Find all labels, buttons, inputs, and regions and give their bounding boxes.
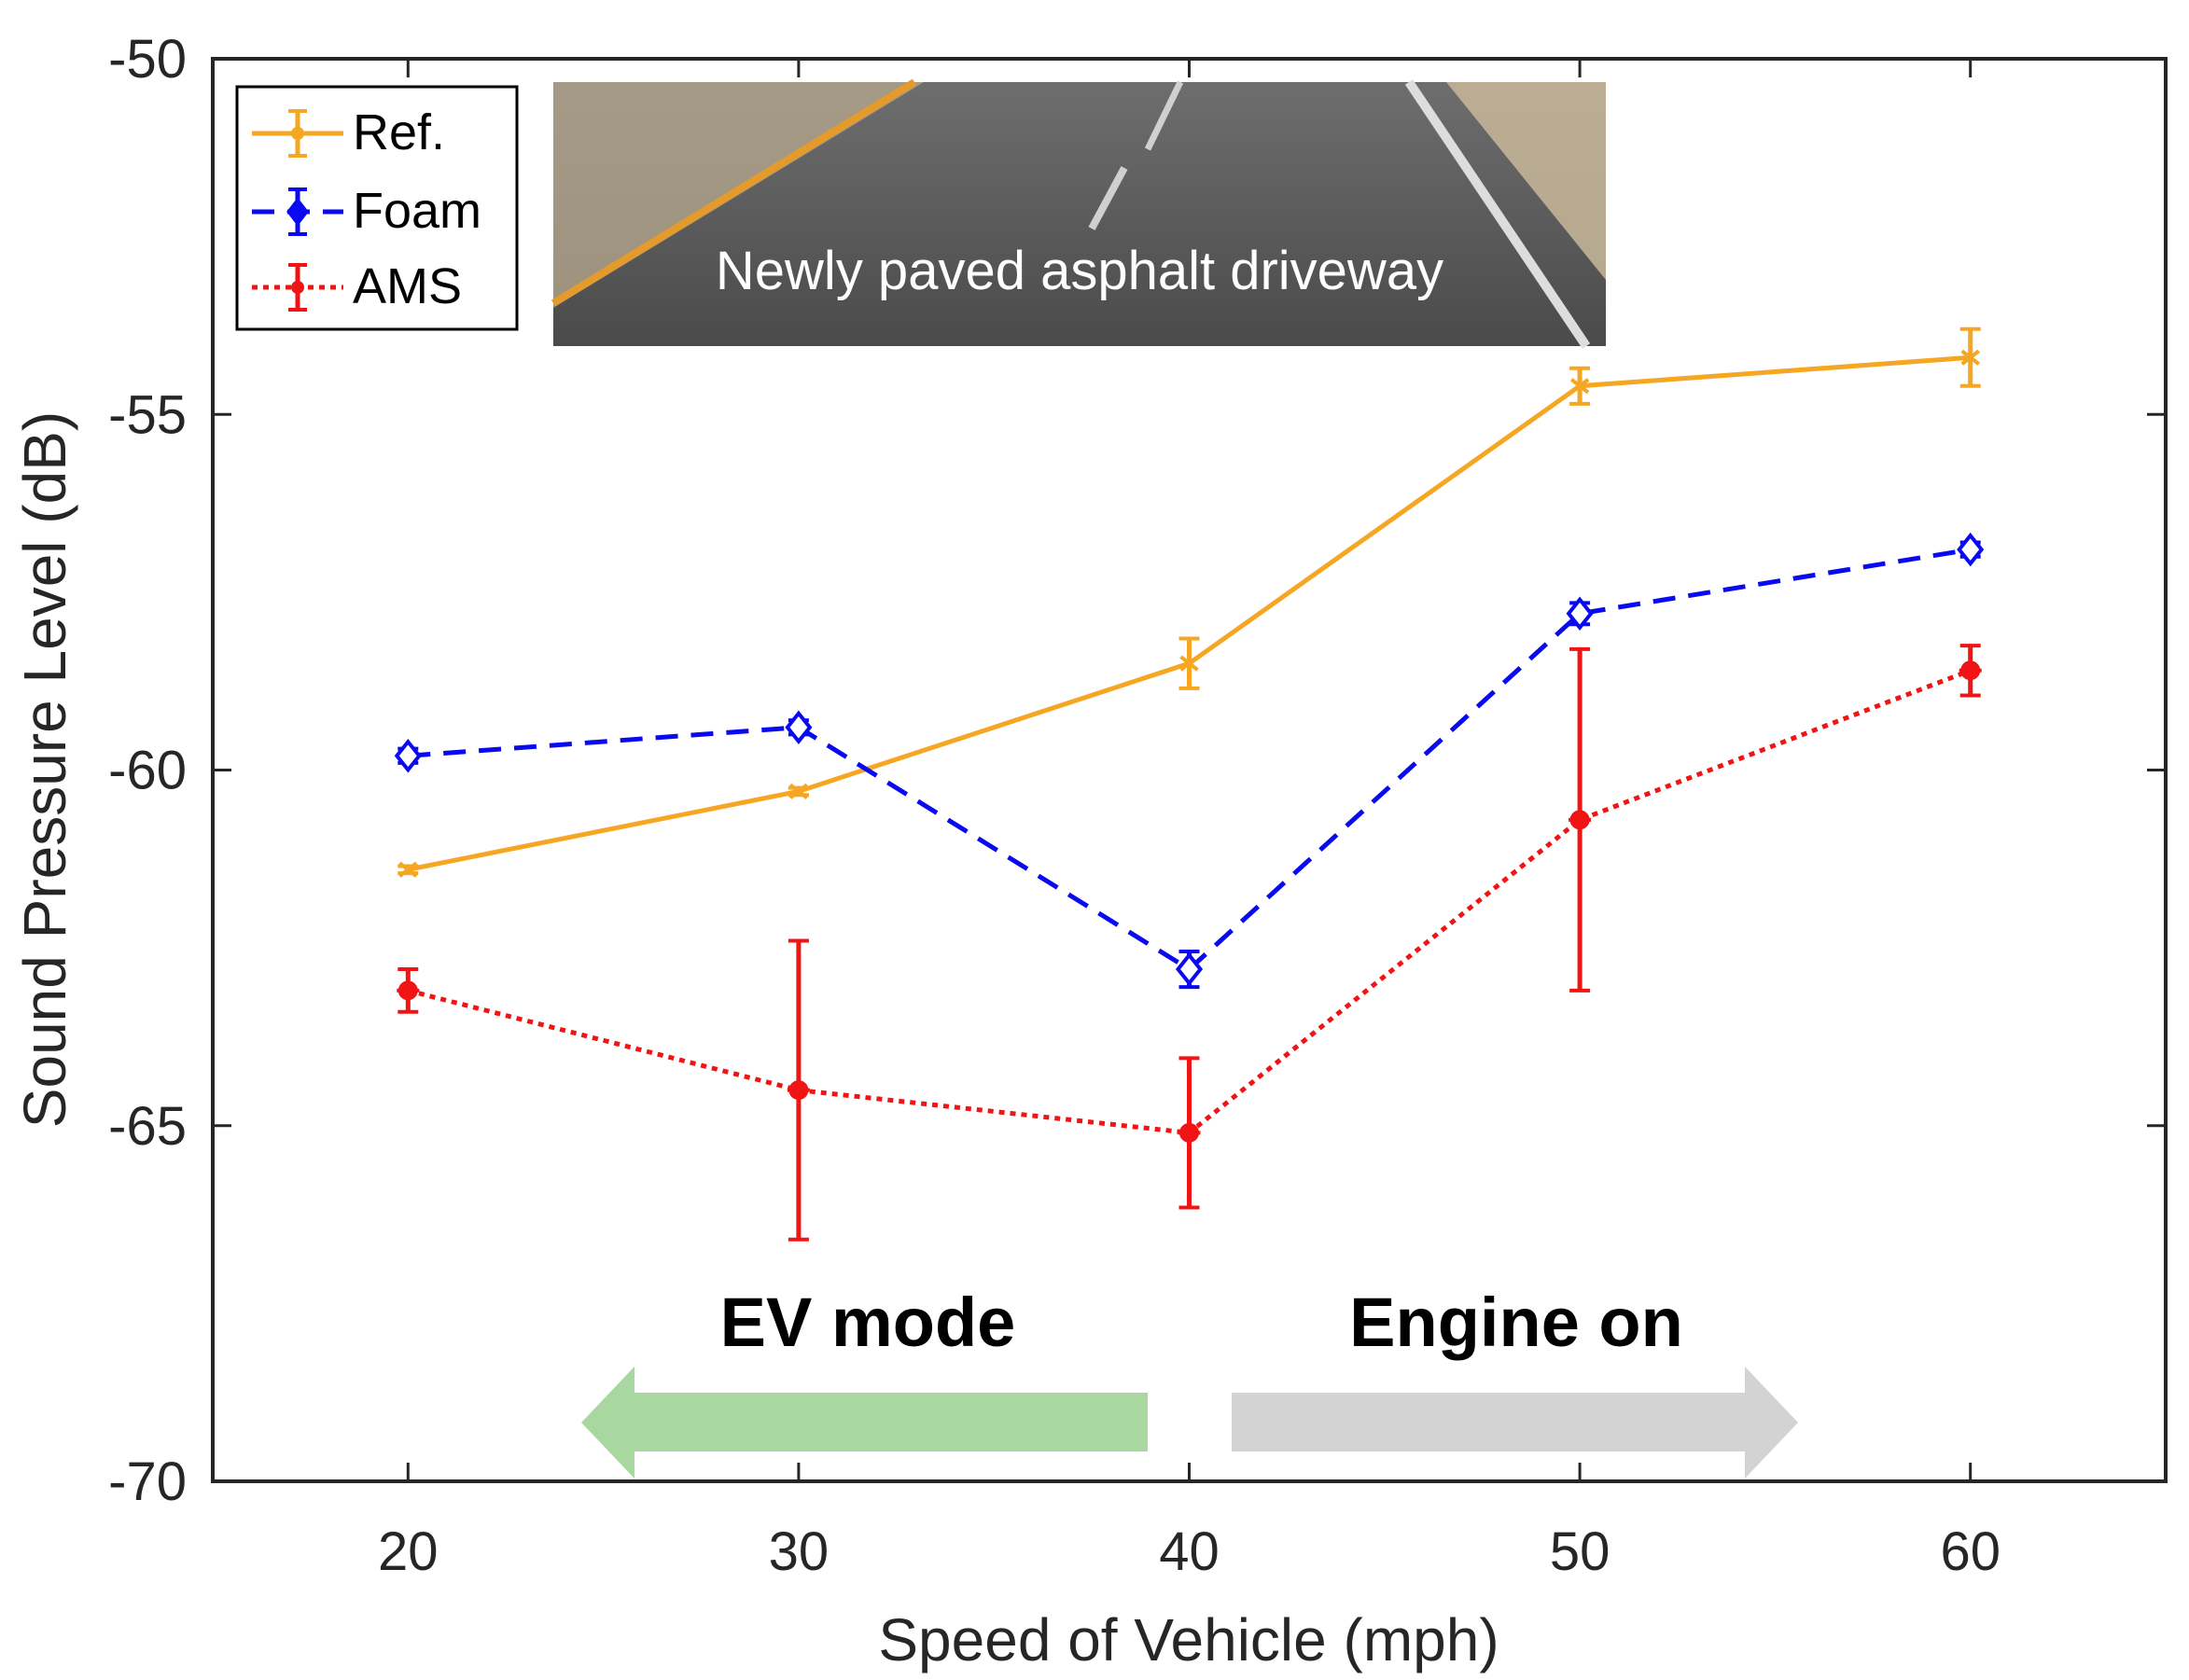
y-axis-label: Sound Pressure Level (dB) [11, 411, 78, 1128]
y-tick-label: -50 [108, 29, 187, 90]
legend-key-marker [291, 281, 304, 294]
series-ams [397, 644, 1982, 1242]
data-point [785, 710, 813, 744]
data-point [1957, 532, 1985, 567]
data-point [1960, 349, 1980, 366]
series-foam [394, 532, 1985, 990]
legend-label-ref: Ref. [353, 104, 445, 160]
series-layer [394, 326, 1985, 1242]
legend: Ref. Foam AMS [235, 85, 519, 331]
engine-on-arrow [1232, 1367, 1798, 1479]
legend-key-marker [291, 127, 304, 140]
ev-mode-label: EV mode [720, 1284, 1016, 1361]
data-point [398, 861, 418, 878]
y-tick-label: -70 [108, 1451, 187, 1512]
series-ref [397, 326, 1981, 878]
road-photo: Newly paved asphalt driveway [551, 78, 1606, 349]
x-axis-label: Speed of Vehicle (mph) [878, 1606, 1499, 1673]
x-tick-label: 60 [1940, 1521, 2001, 1582]
legend-label-ams: AMS [353, 258, 462, 314]
ev-mode-arrow [581, 1367, 1148, 1479]
x-tick-label: 30 [769, 1521, 830, 1582]
legend-keys [252, 109, 343, 312]
data-point [788, 783, 809, 799]
y-tick-label: -55 [108, 384, 187, 445]
photo-caption: Newly paved asphalt driveway [716, 241, 1443, 301]
x-tick-label: 20 [378, 1521, 439, 1582]
legend-box [235, 85, 519, 331]
data-point [394, 739, 422, 773]
data-point [1566, 596, 1594, 631]
y-tick-label: -65 [108, 1096, 187, 1157]
y-tick-labels: -50 -55 -60 -65 -70 [108, 29, 187, 1512]
x-tick-labels: 20 30 40 50 60 [378, 1521, 2001, 1582]
y-tick-label: -60 [108, 741, 187, 801]
x-tick-label: 40 [1159, 1521, 1220, 1582]
data-point [1179, 655, 1199, 672]
x-tick-label: 50 [1550, 1521, 1610, 1582]
legend-key-marker [286, 197, 309, 227]
legend-label-foam: Foam [353, 183, 481, 239]
data-point [1569, 378, 1590, 395]
data-point [1175, 951, 1204, 987]
axis-ticks [213, 57, 2166, 1483]
engine-on-label: Engine on [1349, 1284, 1683, 1361]
